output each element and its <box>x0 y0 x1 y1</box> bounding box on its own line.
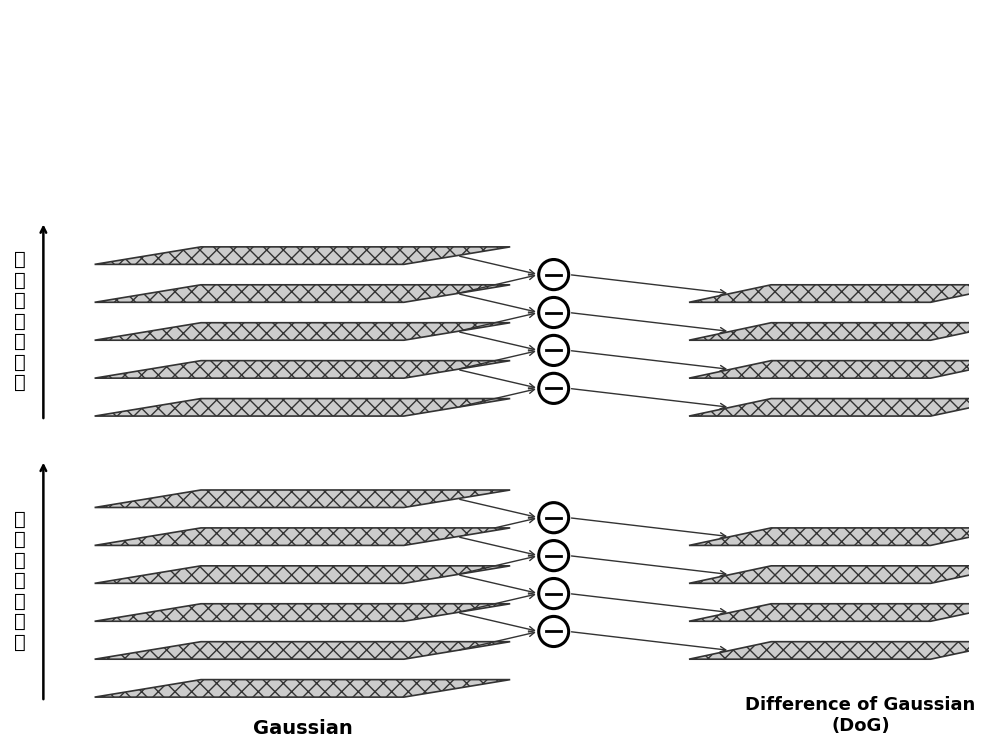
Text: 第
一
阶
尺
度
空
间: 第 一 阶 尺 度 空 间 <box>14 510 26 652</box>
Polygon shape <box>95 641 510 659</box>
Polygon shape <box>95 399 510 416</box>
Polygon shape <box>689 361 1000 378</box>
Text: Difference of Gaussian
(DoG): Difference of Gaussian (DoG) <box>745 696 976 735</box>
Polygon shape <box>689 528 1000 545</box>
Polygon shape <box>95 604 510 621</box>
Circle shape <box>539 260 569 289</box>
Polygon shape <box>95 247 510 264</box>
Polygon shape <box>689 566 1000 583</box>
Polygon shape <box>95 285 510 302</box>
Circle shape <box>539 336 569 365</box>
Circle shape <box>539 503 569 533</box>
Circle shape <box>539 373 569 403</box>
Polygon shape <box>95 323 510 340</box>
Circle shape <box>539 541 569 571</box>
Polygon shape <box>689 604 1000 621</box>
Polygon shape <box>689 323 1000 340</box>
Polygon shape <box>689 399 1000 416</box>
Polygon shape <box>95 566 510 583</box>
Circle shape <box>539 298 569 327</box>
Polygon shape <box>95 528 510 545</box>
Polygon shape <box>689 285 1000 302</box>
Circle shape <box>539 616 569 647</box>
Polygon shape <box>95 679 510 697</box>
Text: Gaussian: Gaussian <box>253 719 352 737</box>
Polygon shape <box>689 641 1000 659</box>
Polygon shape <box>95 490 510 507</box>
Text: 下
一
阶
尺
度
空
间: 下 一 阶 尺 度 空 间 <box>14 250 26 392</box>
Polygon shape <box>95 361 510 378</box>
Circle shape <box>539 579 569 609</box>
